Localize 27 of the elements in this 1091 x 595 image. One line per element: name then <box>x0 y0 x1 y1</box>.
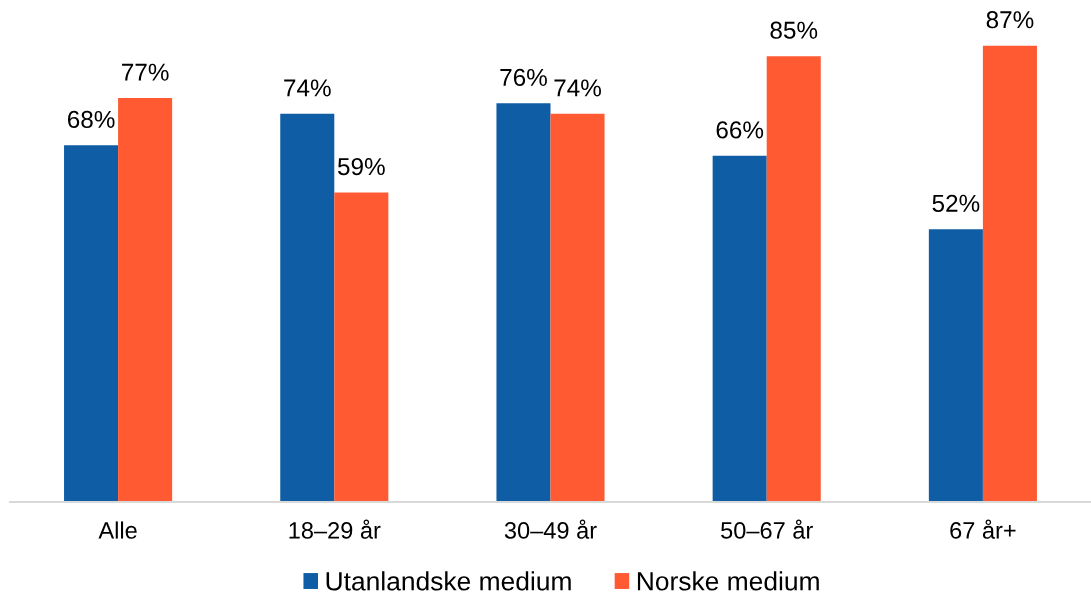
bar <box>766 56 821 502</box>
legend-label: Utanlandske medium <box>326 571 571 591</box>
data-label: 85% <box>770 21 818 39</box>
x-tick-label: 50–67 år <box>721 519 813 539</box>
data-label: 52% <box>932 194 980 212</box>
bar <box>64 145 119 502</box>
x-tick-label: 67 år+ <box>950 519 1016 539</box>
legend-label: Norske medium <box>637 571 819 591</box>
bar <box>550 113 605 502</box>
bar <box>982 45 1037 502</box>
data-label: 68% <box>67 110 115 128</box>
data-label: 87% <box>986 11 1034 29</box>
data-label: 74% <box>284 79 331 97</box>
data-label: 77% <box>122 63 169 81</box>
bar <box>928 229 983 502</box>
bar <box>334 192 389 502</box>
data-label: 66% <box>716 121 764 139</box>
bar <box>496 103 551 502</box>
x-tick-label: 18–29 år <box>289 519 381 539</box>
data-label: 59% <box>337 158 385 176</box>
bar <box>280 113 335 502</box>
x-tick-label: 30–49 år <box>504 519 597 539</box>
data-label: 74% <box>554 79 601 97</box>
bar <box>712 155 767 502</box>
data-label: 76% <box>500 68 547 87</box>
bar <box>118 98 173 502</box>
x-tick-label: Alle <box>98 521 137 539</box>
